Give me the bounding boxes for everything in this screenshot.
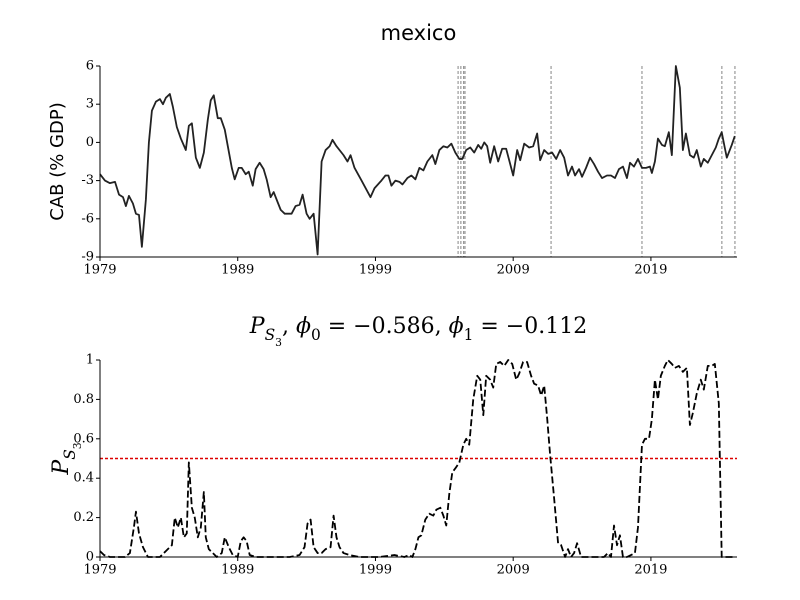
y-tick-label: 0.6: [73, 431, 94, 446]
y-tick-label: 3: [86, 97, 94, 112]
y-tick-label: -6: [81, 211, 94, 226]
y-tick-label: 0: [86, 550, 94, 565]
y-tick-label: 0.8: [73, 392, 94, 407]
y-tick-label: 1: [86, 353, 94, 368]
x-tick-label: 1999: [359, 563, 392, 578]
y-tick-label: 0.2: [73, 510, 94, 525]
x-tick-label: 1989: [221, 563, 254, 578]
x-tick-label: 2019: [634, 263, 667, 278]
x-tick-label: 1989: [221, 263, 254, 278]
y-axis-label: CAB (% GDP): [47, 102, 68, 221]
data-line: [99, 359, 735, 558]
x-tick-label: 1999: [359, 263, 392, 278]
y-tick-label: 6: [86, 59, 94, 74]
x-tick-label: 2009: [497, 563, 530, 578]
y-tick-label: -3: [81, 173, 94, 188]
chart-title: PS3, ϕ0 = −0.586, ϕ1 = −0.112: [249, 314, 587, 349]
x-tick-label: 1979: [83, 563, 116, 578]
x-tick-label: 2009: [497, 263, 530, 278]
chart-title: mexico: [381, 21, 457, 45]
y-tick-label: -9: [81, 250, 94, 265]
y-tick-label: 0: [86, 135, 94, 150]
x-tick-label: 2019: [634, 563, 667, 578]
x-tick-label: 1979: [83, 263, 116, 278]
y-tick-label: 0.4: [73, 471, 94, 486]
data-line: [99, 65, 736, 256]
y-axis-label: PS3: [49, 442, 84, 475]
